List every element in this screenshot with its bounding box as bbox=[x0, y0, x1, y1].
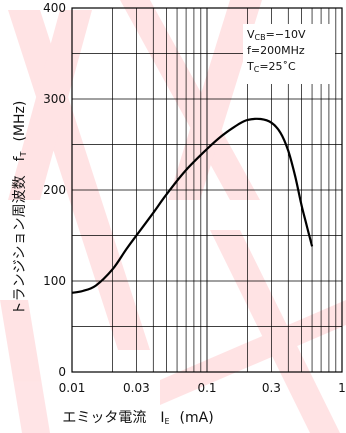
y-tick-label: 200 bbox=[43, 183, 66, 197]
condition-line: VCB=−10V bbox=[247, 28, 306, 42]
grid bbox=[72, 8, 342, 372]
series-line bbox=[71, 117, 314, 294]
conditions-box: VCB=−10V f=200MHz TC=25˚C bbox=[243, 24, 335, 84]
x-tick-label: 0.03 bbox=[123, 381, 150, 395]
y-tick-label: 100 bbox=[43, 274, 66, 288]
plot-frame bbox=[71, 7, 343, 373]
x-tick-label: 0.3 bbox=[262, 381, 281, 395]
y-tick-labels: 0 100 200 300 400 bbox=[43, 1, 66, 379]
condition-line: f=200MHz bbox=[247, 44, 305, 57]
x-tick-label: 0.01 bbox=[59, 381, 86, 395]
y-tick-label: 300 bbox=[43, 92, 66, 106]
conditions-bg bbox=[243, 24, 335, 84]
condition-line: TC=25˚C bbox=[246, 60, 296, 74]
x-axis-label: エミッタ電流 IE (mA) bbox=[62, 410, 213, 426]
x-tick-label: 1 bbox=[338, 381, 346, 395]
x-tick-labels: 0.01 0.03 0.1 0.3 1 bbox=[59, 381, 346, 395]
y-tick-label: 0 bbox=[58, 365, 66, 379]
y-axis-label: トランジション周波数 fT(MHz) bbox=[12, 101, 28, 316]
y-tick-label: 400 bbox=[43, 1, 66, 15]
x-tick-label: 0.1 bbox=[197, 381, 216, 395]
